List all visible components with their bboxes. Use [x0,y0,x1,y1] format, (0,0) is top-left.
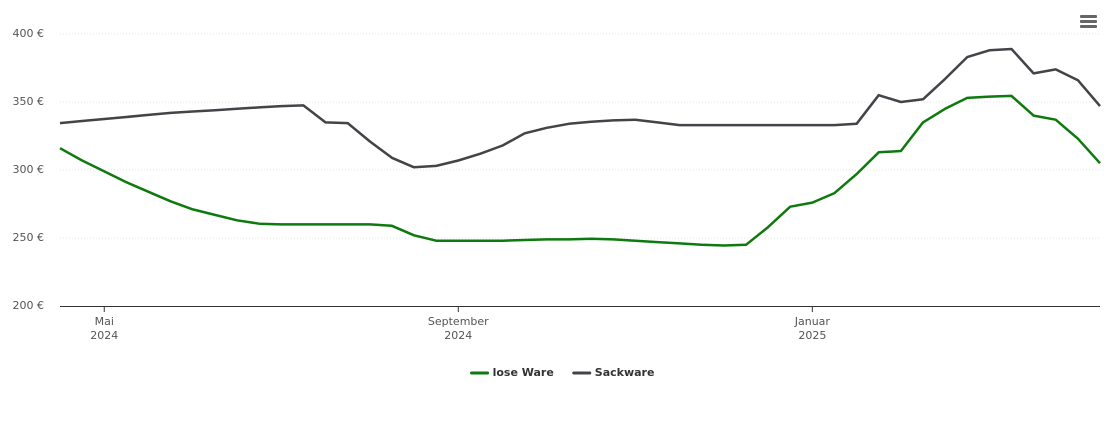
series-line [59,94,1101,247]
x-tick-label: Januar 2025 [794,315,831,342]
y-tick-label: 400 € [13,27,45,40]
menu-bar [1080,20,1097,23]
y-tick-label: 350 € [13,95,45,108]
legend-label: lose Ware [493,366,554,379]
y-tick-label: 200 € [13,299,45,312]
menu-bar [1080,15,1097,18]
legend: lose Ware Sackware [470,366,655,379]
legend-item[interactable]: Sackware [572,366,655,379]
x-tick-label: Mai 2024 [90,315,118,342]
legend-item[interactable]: lose Ware [470,366,554,379]
menu-bar [1080,25,1097,28]
series-line [59,47,1101,169]
menu-button[interactable] [1080,15,1097,28]
y-tick-label: 250 € [13,231,45,244]
legend-label: Sackware [595,366,655,379]
y-tick-label: 300 € [13,163,45,176]
x-tick-label: September 2024 [428,315,489,342]
